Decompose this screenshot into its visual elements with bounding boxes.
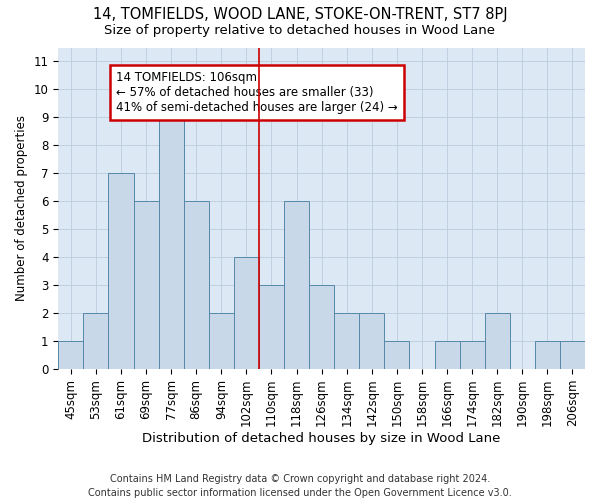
- Bar: [83, 313, 109, 369]
- Bar: [385, 341, 409, 369]
- Bar: [309, 285, 334, 369]
- Bar: [134, 202, 158, 369]
- Bar: [109, 174, 134, 369]
- Bar: [58, 341, 83, 369]
- Text: Size of property relative to detached houses in Wood Lane: Size of property relative to detached ho…: [104, 24, 496, 37]
- Bar: [535, 341, 560, 369]
- Text: 14 TOMFIELDS: 106sqm
← 57% of detached houses are smaller (33)
41% of semi-detac: 14 TOMFIELDS: 106sqm ← 57% of detached h…: [116, 72, 398, 114]
- Y-axis label: Number of detached properties: Number of detached properties: [15, 116, 28, 302]
- Bar: [434, 341, 460, 369]
- Bar: [359, 313, 385, 369]
- Bar: [334, 313, 359, 369]
- Text: 14, TOMFIELDS, WOOD LANE, STOKE-ON-TRENT, ST7 8PJ: 14, TOMFIELDS, WOOD LANE, STOKE-ON-TRENT…: [92, 8, 508, 22]
- Bar: [460, 341, 485, 369]
- Bar: [209, 313, 234, 369]
- Bar: [560, 341, 585, 369]
- Bar: [184, 202, 209, 369]
- Bar: [485, 313, 510, 369]
- Bar: [259, 285, 284, 369]
- Text: Contains HM Land Registry data © Crown copyright and database right 2024.
Contai: Contains HM Land Registry data © Crown c…: [88, 474, 512, 498]
- X-axis label: Distribution of detached houses by size in Wood Lane: Distribution of detached houses by size …: [142, 432, 501, 445]
- Bar: [158, 118, 184, 369]
- Bar: [234, 257, 259, 369]
- Bar: [284, 202, 309, 369]
